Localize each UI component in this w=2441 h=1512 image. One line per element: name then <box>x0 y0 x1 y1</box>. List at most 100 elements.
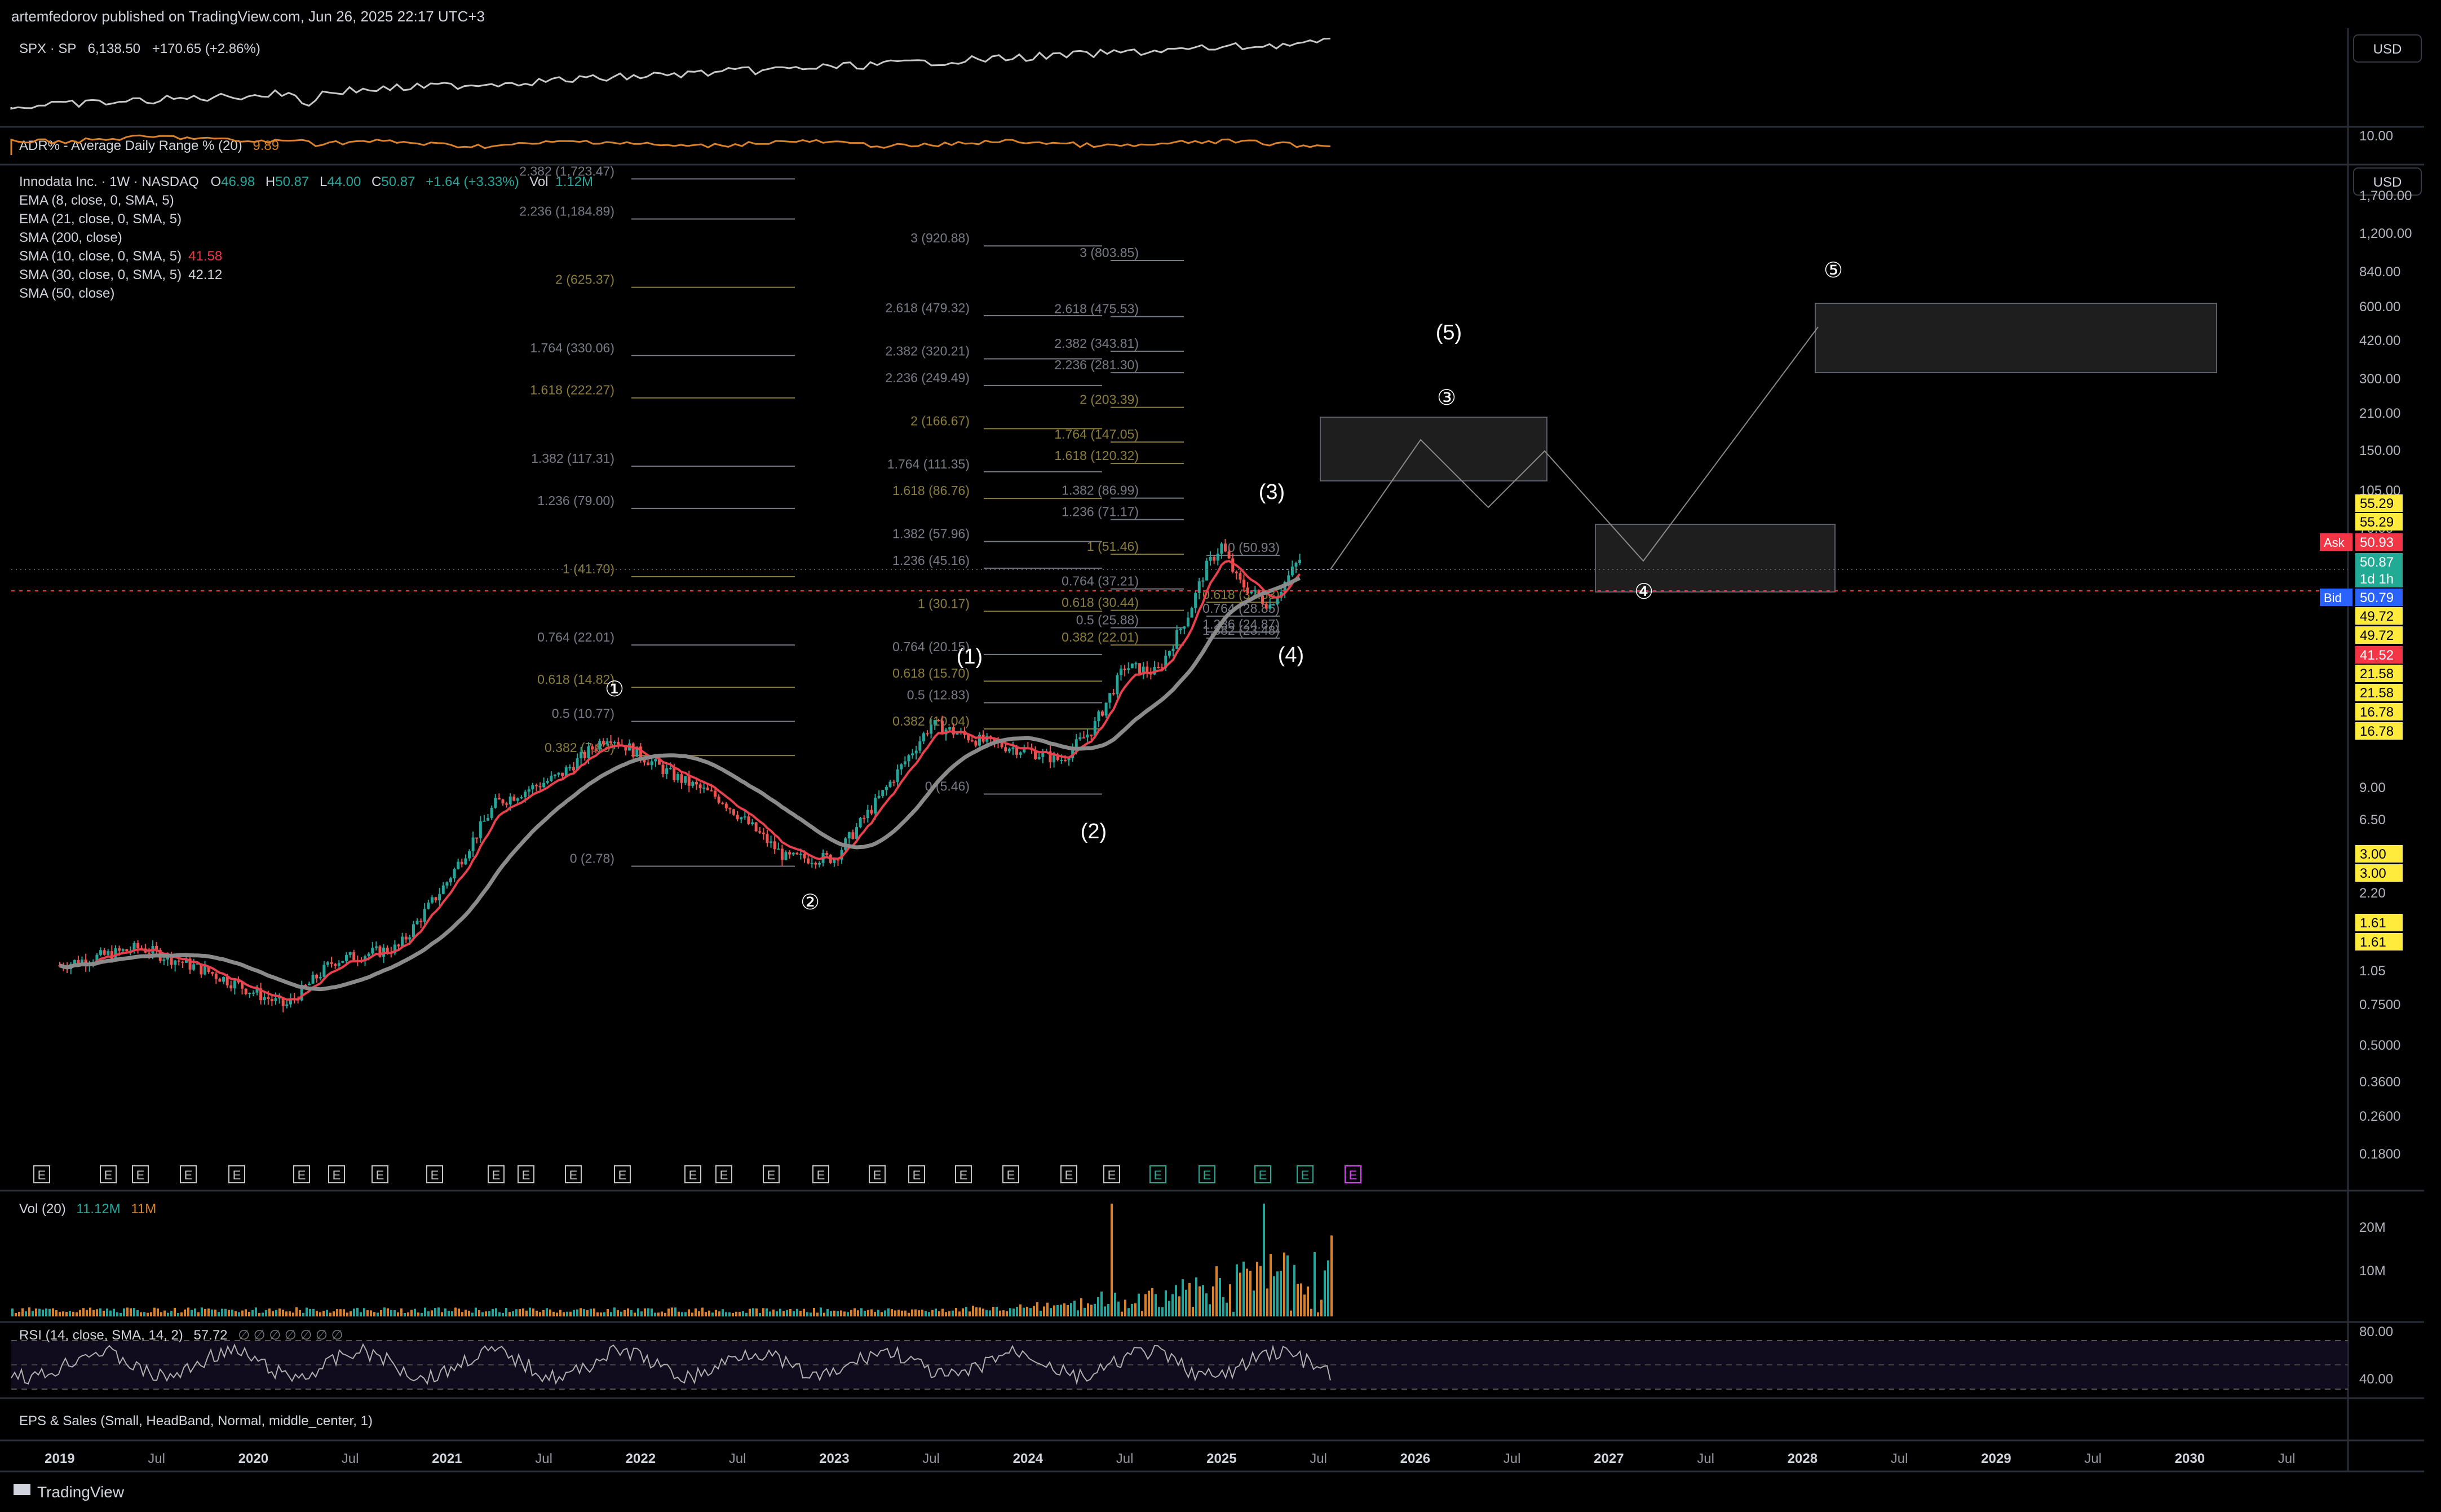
earnings-marker[interactable] <box>1297 1165 1314 1183</box>
candle-body <box>162 959 166 961</box>
volume-bar <box>475 1307 477 1316</box>
volume-bar <box>965 1307 967 1316</box>
volume-bar <box>454 1307 457 1316</box>
earnings-marker[interactable] <box>1149 1165 1166 1183</box>
volume-bar <box>160 1312 162 1316</box>
volume-bar <box>904 1310 906 1316</box>
volume-bar <box>1117 1301 1120 1316</box>
earnings-marker[interactable] <box>1199 1165 1215 1183</box>
time-axis[interactable]: 2019 Jul 2020 Jul 2021 Jul 2022 Jul 2023 Jul 2024 J… <box>45 1451 2295 1466</box>
price-tag <box>2355 684 2403 701</box>
volume-bar <box>1320 1299 1323 1316</box>
spx-legend[interactable]: SPX · SP 6,138.50 +170.65 (+2.86%) <box>19 41 260 56</box>
wave-projection[interactable] <box>11 303 2348 593</box>
target-zone-box[interactable] <box>1320 417 1547 481</box>
volume-bar <box>945 1312 947 1316</box>
volume-bar <box>170 1311 173 1316</box>
volume-bar <box>962 1308 964 1316</box>
volume-bar <box>25 1311 27 1316</box>
earnings-marker[interactable] <box>565 1165 582 1183</box>
rsi-legend[interactable]: RSI (14, close, SMA, 14, 2) 57.72 ∅ ∅ ∅ … <box>19 1328 343 1343</box>
candle-body <box>225 976 229 985</box>
earnings-marker[interactable] <box>426 1165 443 1183</box>
candle-body <box>974 741 978 746</box>
earnings-marker[interactable] <box>488 1165 505 1183</box>
price-tag-label: 3.00 <box>2360 847 2386 862</box>
tradingview-icon <box>14 1484 30 1495</box>
rsi-tick-40: 40.00 <box>2359 1372 2393 1387</box>
earnings-marker[interactable] <box>812 1165 829 1183</box>
indicator-legend[interactable]: EMA (8, close, 0, SMA, 5) EMA (21, close,… <box>19 193 222 301</box>
earnings-marker[interactable] <box>328 1165 345 1183</box>
price-axis[interactable]: 1,700.00 1,200.00 840.00 600.00 420.00 300.00… <box>2359 188 2412 1162</box>
earnings-marker[interactable] <box>715 1165 732 1183</box>
candle-body <box>553 775 556 776</box>
wave-label: (3) <box>1259 480 1285 504</box>
wave-label: (5) <box>1436 321 1462 344</box>
volume-bar <box>525 1310 528 1316</box>
volume-bar <box>512 1311 514 1316</box>
candle-body <box>307 983 311 985</box>
candle-body <box>617 742 620 745</box>
main-legend-ohlc[interactable]: Innodata Inc. · 1W · NASDAQ O46.98 H50.8… <box>19 174 593 189</box>
volume-bar <box>333 1311 335 1316</box>
candle-body <box>300 984 303 1001</box>
candle-body <box>1037 757 1041 759</box>
earnings-marker[interactable] <box>1345 1165 1361 1183</box>
earnings-marker[interactable] <box>1103 1165 1120 1183</box>
volume-bar <box>62 1311 64 1316</box>
candle-body <box>527 789 530 792</box>
candle-body <box>1268 604 1272 609</box>
candle-body <box>538 786 542 788</box>
spx-currency-button[interactable] <box>2353 34 2422 63</box>
fib-level-label: 2 (166.67) <box>910 413 970 428</box>
candle-body <box>650 761 653 766</box>
earnings-marker[interactable] <box>1002 1165 1019 1183</box>
spx-series-line <box>10 37 1331 110</box>
target-zone-box[interactable] <box>1815 303 2217 373</box>
earnings-marker[interactable] <box>614 1165 631 1183</box>
earnings-marker[interactable] <box>372 1165 388 1183</box>
candle-body <box>1242 580 1246 588</box>
wave-label: (1) <box>957 645 983 669</box>
volume-bar <box>810 1312 812 1316</box>
candle-body <box>807 858 810 864</box>
earnings-marker[interactable] <box>1060 1165 1077 1183</box>
earnings-marker[interactable] <box>293 1165 310 1183</box>
earnings-marker[interactable] <box>228 1165 245 1183</box>
earnings-marker[interactable] <box>684 1165 701 1183</box>
earnings-marker[interactable] <box>908 1165 925 1183</box>
earnings-marker[interactable] <box>763 1165 780 1183</box>
earnings-marker[interactable] <box>955 1165 972 1183</box>
candle-body <box>233 980 236 989</box>
price-tag <box>2355 626 2403 644</box>
price-tag <box>2355 494 2403 512</box>
candle-body <box>95 954 99 962</box>
candle-body <box>1007 749 1011 751</box>
candle-body <box>740 817 743 820</box>
volume-bar <box>847 1312 849 1316</box>
earnings-marker[interactable] <box>1254 1165 1271 1183</box>
volume-bar <box>336 1309 338 1316</box>
volume-bar <box>1056 1305 1059 1316</box>
earnings-marker[interactable] <box>869 1165 886 1183</box>
earnings-marker[interactable] <box>518 1165 534 1183</box>
target-zone-box[interactable] <box>1595 524 1836 593</box>
fib-level-label: 0.618 (14.82) <box>537 672 614 687</box>
price-tag-label: 16.78 <box>2360 705 2394 720</box>
main-currency-button[interactable] <box>2353 167 2422 196</box>
volume-legend[interactable]: Vol (20) 11.12M 11M <box>19 1201 156 1217</box>
earnings-marker[interactable] <box>33 1165 50 1183</box>
volume-bars: 20M 10M <box>11 1204 2386 1316</box>
earnings-marker[interactable] <box>180 1165 197 1183</box>
volume-bar <box>245 1309 247 1316</box>
volume-bar <box>326 1310 328 1316</box>
volume-bar <box>275 1310 277 1316</box>
earnings-marker[interactable] <box>100 1165 117 1183</box>
volume-bar <box>451 1311 453 1316</box>
earnings-marker[interactable] <box>132 1165 149 1183</box>
tradingview-logo[interactable]: TradingView <box>14 1483 125 1501</box>
eps-legend[interactable]: EPS & Sales (Small, HeadBand, Normal, mi… <box>19 1413 373 1429</box>
